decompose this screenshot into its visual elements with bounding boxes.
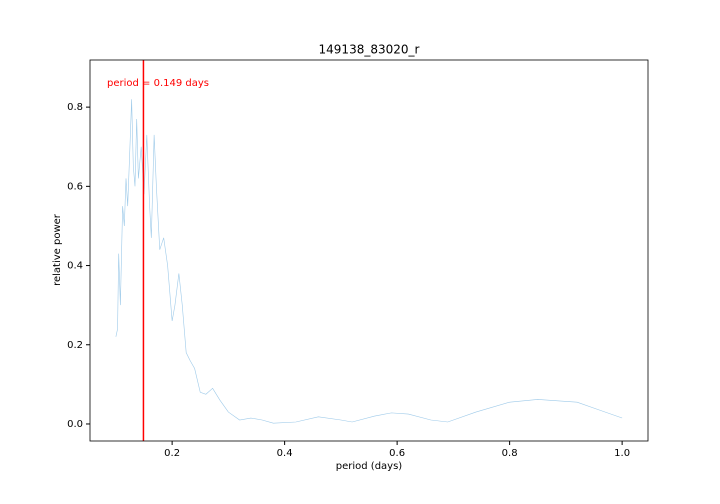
- x-tick-label: 0.8: [502, 448, 518, 459]
- y-axis-label: relative power: [52, 213, 63, 286]
- data-line: [115, 99, 623, 424]
- period-annotation: period = 0.149 days: [107, 78, 209, 89]
- x-axis-label: period (days): [336, 461, 403, 472]
- y-tick-label: 0.6: [67, 181, 83, 192]
- plot-frame: [89, 59, 649, 442]
- x-tick-label: 0.2: [164, 448, 180, 459]
- y-tick-label: 0.4: [67, 261, 83, 272]
- chart-title: 149138_83020_r: [319, 43, 420, 57]
- x-tick-label: 0.6: [389, 448, 405, 459]
- y-tick-label: 0.8: [67, 102, 83, 113]
- x-tick-label: 1.0: [614, 448, 630, 459]
- x-tick-label: 0.4: [277, 448, 293, 459]
- y-tick-label: 0.2: [67, 340, 83, 351]
- y-tick-label: 0.0: [67, 419, 83, 430]
